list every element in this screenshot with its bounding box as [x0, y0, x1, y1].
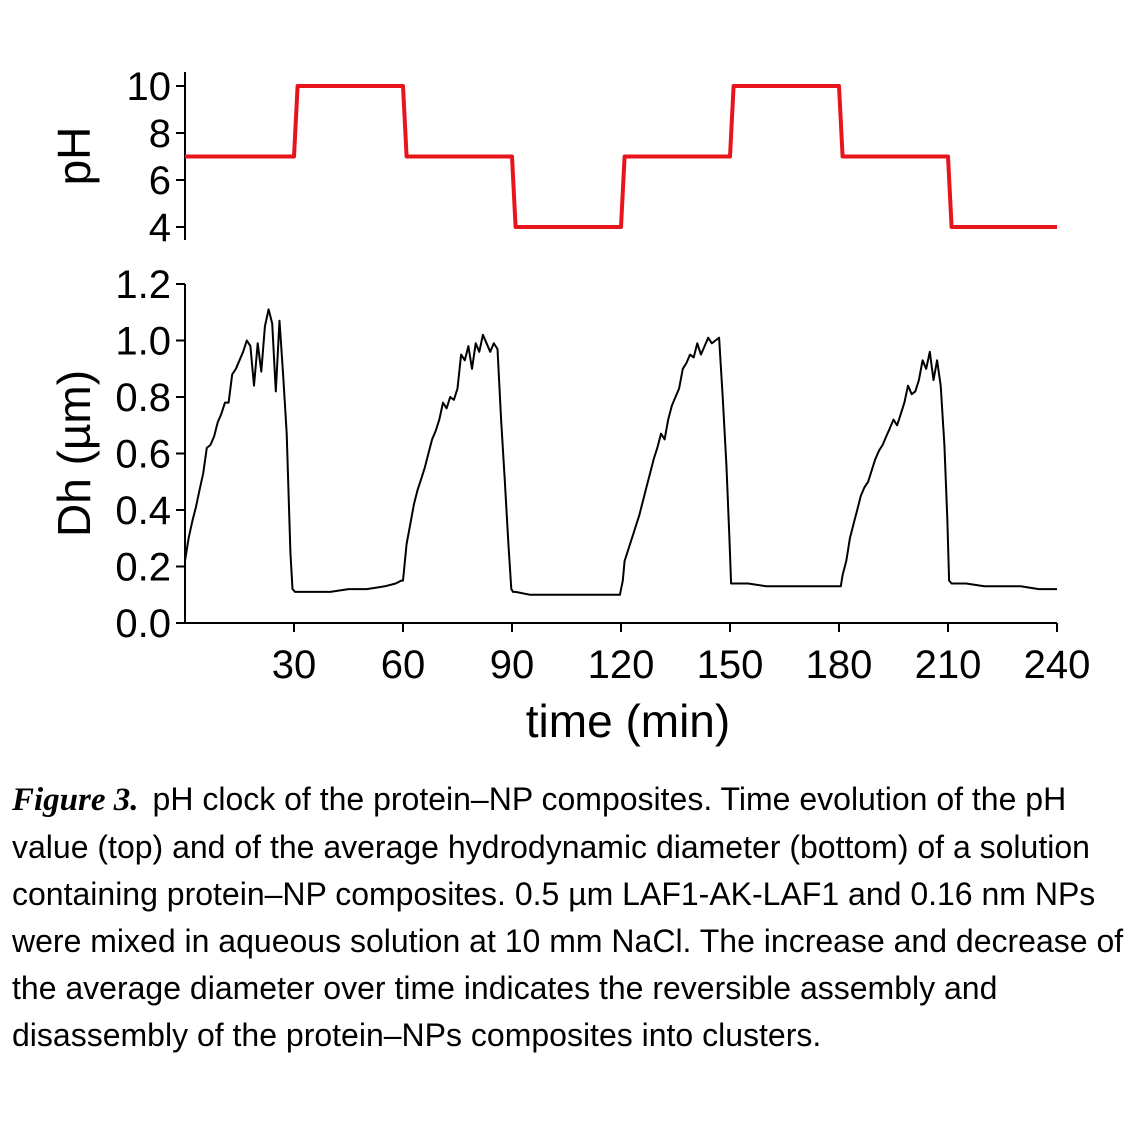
y-tick-label: 0.4 [115, 489, 171, 533]
x-tick-label: 210 [915, 643, 982, 687]
diameter-series-line [184, 308, 1057, 596]
caption-label: Figure 3. [12, 782, 139, 818]
y-tick-label: 0.2 [115, 546, 171, 590]
x-tick-label: 180 [806, 643, 873, 687]
y-tick-label: 6 [149, 159, 171, 203]
figure-caption: Figure 3. pH clock of the protein–NP comp… [12, 776, 1124, 1059]
y-tick-label: 8 [149, 112, 171, 156]
ph-series-line [185, 84, 1057, 229]
y-axis-title: pH [48, 127, 100, 186]
x-tick-label: 60 [381, 643, 426, 687]
y-tick-label: 0.6 [115, 433, 171, 477]
x-tick-label: 120 [588, 643, 655, 687]
caption-text: pH clock of the protein–NP composites. T… [12, 781, 1124, 1053]
x-tick-label: 240 [1024, 643, 1091, 687]
x-tick-label: 90 [490, 643, 535, 687]
y-tick-label: 1.2 [115, 263, 171, 307]
x-tick-label: 30 [272, 643, 317, 687]
x-tick-label: 150 [697, 643, 764, 687]
y-tick-label: 1.0 [115, 320, 171, 364]
y-tick-label: 0.8 [115, 376, 171, 420]
y-axis-title: Dh (µm) [48, 370, 100, 537]
y-tick-label: 4 [149, 206, 171, 250]
y-tick-label: 0.0 [115, 602, 171, 646]
diameter-panel: 0.0 0.2 0.4 0.6 0.8 1.0 1.2 Dh (µm) 30 60 90 120 150… [48, 263, 1090, 747]
y-tick-label: 10 [127, 65, 172, 109]
x-axis-title: time (min) [526, 695, 730, 747]
